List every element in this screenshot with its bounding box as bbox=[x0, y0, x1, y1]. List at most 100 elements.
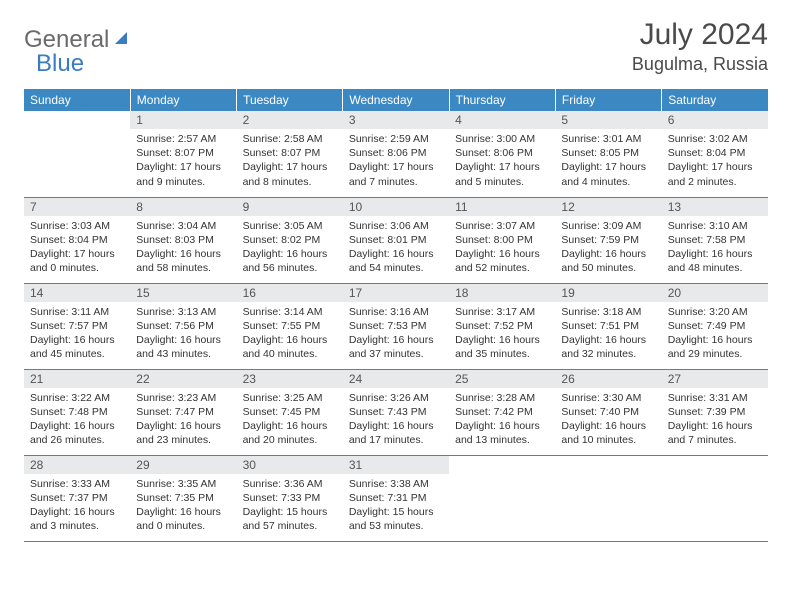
calendar-day-cell bbox=[555, 455, 661, 541]
sunset-text: Sunset: 7:42 PM bbox=[455, 405, 549, 419]
day-content: Sunrise: 3:17 AMSunset: 7:52 PMDaylight:… bbox=[449, 302, 555, 366]
calendar-day-cell: 29Sunrise: 3:35 AMSunset: 7:35 PMDayligh… bbox=[130, 455, 236, 541]
sunrise-text: Sunrise: 3:38 AM bbox=[349, 477, 443, 491]
day-content: Sunrise: 3:20 AMSunset: 7:49 PMDaylight:… bbox=[662, 302, 768, 366]
day-content: Sunrise: 3:09 AMSunset: 7:59 PMDaylight:… bbox=[555, 216, 661, 280]
day-number: 11 bbox=[449, 198, 555, 216]
day-number: 9 bbox=[237, 198, 343, 216]
daylight-text: Daylight: 16 hours and 50 minutes. bbox=[561, 247, 655, 275]
calendar-day-cell: 20Sunrise: 3:20 AMSunset: 7:49 PMDayligh… bbox=[662, 283, 768, 369]
daylight-text: Daylight: 16 hours and 20 minutes. bbox=[243, 419, 337, 447]
daylight-text: Daylight: 17 hours and 5 minutes. bbox=[455, 160, 549, 188]
day-number: 8 bbox=[130, 198, 236, 216]
sunset-text: Sunset: 8:07 PM bbox=[136, 146, 230, 160]
calendar-day-cell: 25Sunrise: 3:28 AMSunset: 7:42 PMDayligh… bbox=[449, 369, 555, 455]
sunrise-text: Sunrise: 3:36 AM bbox=[243, 477, 337, 491]
day-number: 22 bbox=[130, 370, 236, 388]
sunrise-text: Sunrise: 3:05 AM bbox=[243, 219, 337, 233]
sunrise-text: Sunrise: 3:31 AM bbox=[668, 391, 762, 405]
calendar-day-cell: 14Sunrise: 3:11 AMSunset: 7:57 PMDayligh… bbox=[24, 283, 130, 369]
day-number: 25 bbox=[449, 370, 555, 388]
calendar-day-cell: 6Sunrise: 3:02 AMSunset: 8:04 PMDaylight… bbox=[662, 111, 768, 197]
sunrise-text: Sunrise: 3:09 AM bbox=[561, 219, 655, 233]
calendar-day-cell: 15Sunrise: 3:13 AMSunset: 7:56 PMDayligh… bbox=[130, 283, 236, 369]
sunset-text: Sunset: 7:59 PM bbox=[561, 233, 655, 247]
calendar-day-cell: 9Sunrise: 3:05 AMSunset: 8:02 PMDaylight… bbox=[237, 197, 343, 283]
weekday-header: Thursday bbox=[449, 89, 555, 111]
sunset-text: Sunset: 8:04 PM bbox=[30, 233, 124, 247]
sunrise-text: Sunrise: 3:26 AM bbox=[349, 391, 443, 405]
daylight-text: Daylight: 16 hours and 23 minutes. bbox=[136, 419, 230, 447]
daylight-text: Daylight: 16 hours and 10 minutes. bbox=[561, 419, 655, 447]
sunrise-text: Sunrise: 3:25 AM bbox=[243, 391, 337, 405]
day-content: Sunrise: 3:06 AMSunset: 8:01 PMDaylight:… bbox=[343, 216, 449, 280]
month-title: July 2024 bbox=[632, 18, 768, 52]
day-number: 30 bbox=[237, 456, 343, 474]
sunset-text: Sunset: 7:57 PM bbox=[30, 319, 124, 333]
day-number: 28 bbox=[24, 456, 130, 474]
day-content: Sunrise: 3:26 AMSunset: 7:43 PMDaylight:… bbox=[343, 388, 449, 452]
calendar-day-cell: 31Sunrise: 3:38 AMSunset: 7:31 PMDayligh… bbox=[343, 455, 449, 541]
sunset-text: Sunset: 8:04 PM bbox=[668, 146, 762, 160]
sunrise-text: Sunrise: 3:11 AM bbox=[30, 305, 124, 319]
weekday-header: Sunday bbox=[24, 89, 130, 111]
calendar-day-cell: 3Sunrise: 2:59 AMSunset: 8:06 PMDaylight… bbox=[343, 111, 449, 197]
day-content: Sunrise: 3:07 AMSunset: 8:00 PMDaylight:… bbox=[449, 216, 555, 280]
calendar-day-cell: 17Sunrise: 3:16 AMSunset: 7:53 PMDayligh… bbox=[343, 283, 449, 369]
sunrise-text: Sunrise: 3:03 AM bbox=[30, 219, 124, 233]
calendar-week-row: 7Sunrise: 3:03 AMSunset: 8:04 PMDaylight… bbox=[24, 197, 768, 283]
sunset-text: Sunset: 7:43 PM bbox=[349, 405, 443, 419]
daylight-text: Daylight: 16 hours and 40 minutes. bbox=[243, 333, 337, 361]
daylight-text: Daylight: 17 hours and 9 minutes. bbox=[136, 160, 230, 188]
sunrise-text: Sunrise: 3:01 AM bbox=[561, 132, 655, 146]
day-content: Sunrise: 3:35 AMSunset: 7:35 PMDaylight:… bbox=[130, 474, 236, 538]
calendar-day-cell: 10Sunrise: 3:06 AMSunset: 8:01 PMDayligh… bbox=[343, 197, 449, 283]
daylight-text: Daylight: 16 hours and 43 minutes. bbox=[136, 333, 230, 361]
day-content: Sunrise: 3:02 AMSunset: 8:04 PMDaylight:… bbox=[662, 129, 768, 193]
daylight-text: Daylight: 16 hours and 54 minutes. bbox=[349, 247, 443, 275]
sunset-text: Sunset: 7:40 PM bbox=[561, 405, 655, 419]
logo: General bbox=[24, 18, 135, 54]
daylight-text: Daylight: 16 hours and 17 minutes. bbox=[349, 419, 443, 447]
sunrise-text: Sunrise: 3:23 AM bbox=[136, 391, 230, 405]
daylight-text: Daylight: 16 hours and 3 minutes. bbox=[30, 505, 124, 533]
daylight-text: Daylight: 16 hours and 45 minutes. bbox=[30, 333, 124, 361]
sunrise-text: Sunrise: 3:16 AM bbox=[349, 305, 443, 319]
daylight-text: Daylight: 16 hours and 52 minutes. bbox=[455, 247, 549, 275]
day-content: Sunrise: 3:33 AMSunset: 7:37 PMDaylight:… bbox=[24, 474, 130, 538]
weekday-header: Tuesday bbox=[237, 89, 343, 111]
calendar-day-cell: 19Sunrise: 3:18 AMSunset: 7:51 PMDayligh… bbox=[555, 283, 661, 369]
sunset-text: Sunset: 8:07 PM bbox=[243, 146, 337, 160]
calendar-day-cell: 26Sunrise: 3:30 AMSunset: 7:40 PMDayligh… bbox=[555, 369, 661, 455]
sunset-text: Sunset: 7:39 PM bbox=[668, 405, 762, 419]
sunset-text: Sunset: 7:31 PM bbox=[349, 491, 443, 505]
day-number: 5 bbox=[555, 111, 661, 129]
location: Bugulma, Russia bbox=[632, 54, 768, 75]
day-content: Sunrise: 3:30 AMSunset: 7:40 PMDaylight:… bbox=[555, 388, 661, 452]
sunset-text: Sunset: 7:35 PM bbox=[136, 491, 230, 505]
calendar-table: Sunday Monday Tuesday Wednesday Thursday… bbox=[24, 89, 768, 542]
daylight-text: Daylight: 16 hours and 13 minutes. bbox=[455, 419, 549, 447]
daylight-text: Daylight: 15 hours and 53 minutes. bbox=[349, 505, 443, 533]
day-content: Sunrise: 3:03 AMSunset: 8:04 PMDaylight:… bbox=[24, 216, 130, 280]
day-content: Sunrise: 3:04 AMSunset: 8:03 PMDaylight:… bbox=[130, 216, 236, 280]
day-number: 12 bbox=[555, 198, 661, 216]
day-content: Sunrise: 3:38 AMSunset: 7:31 PMDaylight:… bbox=[343, 474, 449, 538]
daylight-text: Daylight: 16 hours and 58 minutes. bbox=[136, 247, 230, 275]
daylight-text: Daylight: 17 hours and 0 minutes. bbox=[30, 247, 124, 275]
sunrise-text: Sunrise: 3:04 AM bbox=[136, 219, 230, 233]
daylight-text: Daylight: 16 hours and 32 minutes. bbox=[561, 333, 655, 361]
calendar-week-row: 14Sunrise: 3:11 AMSunset: 7:57 PMDayligh… bbox=[24, 283, 768, 369]
daylight-text: Daylight: 16 hours and 35 minutes. bbox=[455, 333, 549, 361]
day-content: Sunrise: 3:10 AMSunset: 7:58 PMDaylight:… bbox=[662, 216, 768, 280]
logo-text-blue: Blue bbox=[36, 50, 84, 78]
day-number: 26 bbox=[555, 370, 661, 388]
calendar-day-cell: 16Sunrise: 3:14 AMSunset: 7:55 PMDayligh… bbox=[237, 283, 343, 369]
header: General July 2024 Bugulma, Russia bbox=[24, 18, 768, 75]
day-content: Sunrise: 3:05 AMSunset: 8:02 PMDaylight:… bbox=[237, 216, 343, 280]
day-number: 27 bbox=[662, 370, 768, 388]
weekday-header-row: Sunday Monday Tuesday Wednesday Thursday… bbox=[24, 89, 768, 111]
daylight-text: Daylight: 16 hours and 37 minutes. bbox=[349, 333, 443, 361]
day-number bbox=[555, 456, 661, 460]
daylight-text: Daylight: 16 hours and 48 minutes. bbox=[668, 247, 762, 275]
